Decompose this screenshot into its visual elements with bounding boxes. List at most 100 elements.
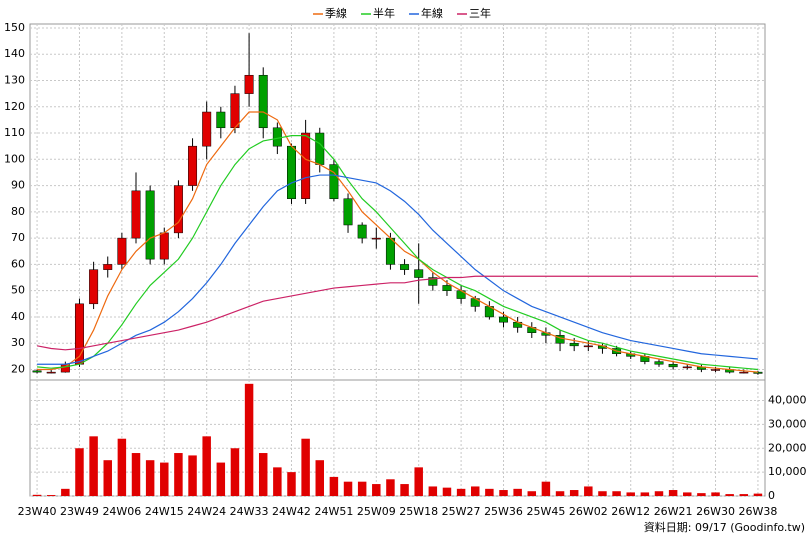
y-tick-label: 50 bbox=[11, 284, 25, 297]
x-tick-label: 25W09 bbox=[357, 505, 396, 518]
volume-bar bbox=[456, 488, 466, 496]
volume-bar bbox=[131, 453, 141, 496]
volume-bar bbox=[343, 481, 353, 496]
volume-bar bbox=[46, 495, 56, 496]
y-tick-label: 40 bbox=[11, 310, 25, 323]
legend-label: 季線 bbox=[325, 6, 347, 20]
candle-body bbox=[654, 361, 664, 365]
candle-body bbox=[711, 369, 721, 371]
candle-body bbox=[244, 74, 254, 94]
legend-label: 年線 bbox=[421, 6, 443, 20]
volume-bar bbox=[117, 438, 127, 496]
x-tick-label: 26W38 bbox=[738, 505, 777, 518]
x-tick-label: 26W12 bbox=[611, 505, 650, 518]
volume-bar bbox=[414, 467, 423, 496]
footnote: 資料日期: 09/17 (Goodinfo.tw) bbox=[644, 520, 805, 534]
x-tick-label: 24W06 bbox=[102, 505, 141, 518]
volume-bar bbox=[301, 438, 310, 496]
x-tick-label: 24W15 bbox=[145, 505, 184, 518]
y-tick-label: 120 bbox=[4, 100, 25, 113]
candle-body bbox=[442, 285, 452, 291]
candle-body bbox=[428, 277, 438, 286]
candle-body bbox=[32, 370, 42, 373]
ma-line bbox=[36, 275, 758, 351]
volume-bar bbox=[739, 494, 749, 496]
x-tick-label: 24W42 bbox=[272, 505, 311, 518]
candle-body bbox=[117, 237, 127, 265]
x-tick-label: 23W40 bbox=[18, 505, 57, 518]
candle-body bbox=[414, 269, 424, 278]
volume-bar bbox=[513, 488, 522, 496]
candle-body bbox=[385, 237, 395, 265]
x-tick-label: 24W24 bbox=[187, 505, 226, 518]
candle-body bbox=[202, 111, 212, 147]
volume-bar bbox=[188, 455, 197, 496]
volume-bar bbox=[329, 476, 339, 496]
candle-body bbox=[287, 145, 296, 199]
y-tick-label: 80 bbox=[11, 205, 25, 218]
volume-bar bbox=[753, 493, 763, 496]
volume-bar bbox=[103, 460, 112, 496]
x-tick-label: 25W45 bbox=[526, 505, 565, 518]
y-tick-label: 30 bbox=[11, 336, 25, 349]
x-tick-label: 24W33 bbox=[230, 505, 269, 518]
volume-bar bbox=[654, 491, 664, 496]
candle-body bbox=[315, 132, 325, 165]
x-tick-label: 23W49 bbox=[60, 505, 99, 518]
candle-body bbox=[668, 363, 678, 368]
volume-bar bbox=[244, 383, 254, 496]
volume-bar bbox=[230, 448, 240, 496]
volume-bar bbox=[75, 448, 84, 496]
x-tick-label: 25W27 bbox=[442, 505, 481, 518]
volume-bar bbox=[258, 453, 268, 496]
volume-bar bbox=[668, 490, 678, 496]
volume-bar bbox=[471, 486, 480, 496]
volume-bar bbox=[527, 491, 537, 496]
candle-body bbox=[216, 111, 226, 129]
candle-body bbox=[46, 371, 56, 374]
y-tick-label: 70 bbox=[11, 231, 25, 244]
volume-bar bbox=[145, 460, 155, 496]
candle-body bbox=[371, 237, 381, 240]
candle-body bbox=[230, 93, 240, 129]
candle-body bbox=[173, 185, 183, 234]
volume-bar bbox=[428, 486, 438, 496]
candle-body bbox=[583, 345, 593, 348]
ma-line bbox=[37, 174, 758, 365]
volume-bar bbox=[160, 462, 169, 496]
candle-body bbox=[343, 198, 353, 226]
ma-line bbox=[37, 135, 758, 371]
y2-tick-label: 20,000 bbox=[768, 441, 807, 454]
x-tick-label: 25W36 bbox=[484, 505, 523, 518]
y2-tick-label: 30,000 bbox=[768, 417, 807, 430]
volume-bar bbox=[32, 494, 42, 496]
candle-body bbox=[272, 127, 282, 147]
x-tick-label: 26W30 bbox=[696, 505, 735, 518]
candle-body bbox=[131, 190, 141, 239]
candle-body bbox=[329, 164, 339, 199]
volume-bar bbox=[541, 481, 551, 496]
y2-tick-label: 0 bbox=[768, 489, 775, 502]
volume-bar bbox=[640, 492, 650, 496]
volume-bar bbox=[485, 488, 494, 496]
volume-bar bbox=[612, 491, 621, 496]
volume-bar bbox=[315, 460, 324, 496]
volume-bar bbox=[400, 484, 409, 496]
y-tick-label: 150 bbox=[4, 21, 25, 34]
candle-body bbox=[400, 264, 410, 270]
candle-body bbox=[569, 342, 579, 347]
plot-frame bbox=[29, 23, 766, 497]
volume-bar bbox=[697, 493, 706, 496]
volume-bar bbox=[442, 487, 452, 496]
volume-bar bbox=[725, 494, 734, 496]
candle-body bbox=[499, 316, 508, 323]
y-tick-label: 20 bbox=[11, 362, 25, 375]
volume-bar bbox=[598, 491, 607, 496]
volume-bar bbox=[683, 492, 692, 496]
x-tick-label: 24W51 bbox=[314, 505, 353, 518]
volume-bar bbox=[499, 490, 508, 496]
candle-body bbox=[159, 232, 169, 260]
y-tick-label: 140 bbox=[4, 47, 25, 60]
candle-body bbox=[89, 269, 99, 305]
